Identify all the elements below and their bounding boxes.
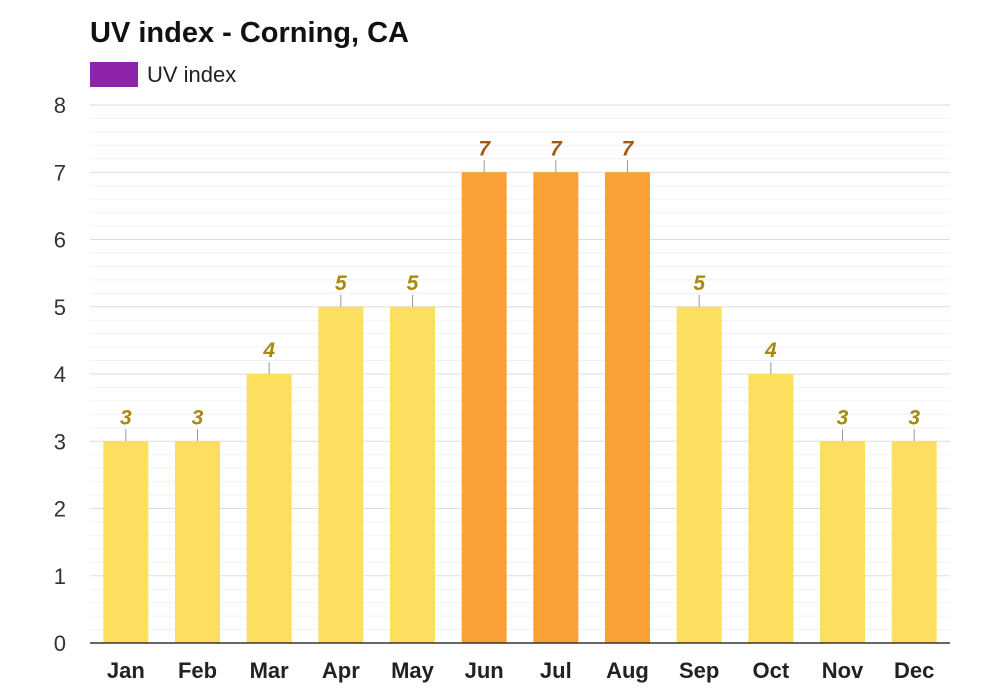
x-tick-label: Apr	[322, 658, 360, 683]
data-label-dec: 3	[908, 406, 920, 429]
x-tick-label: Feb	[178, 658, 217, 683]
y-tick-label: 7	[54, 160, 66, 185]
data-label-jan: 3	[120, 406, 132, 429]
x-tick-label: Aug	[606, 658, 649, 683]
chart-title: UV index - Corning, CA	[90, 17, 409, 49]
bar-apr	[318, 306, 364, 643]
data-labels: 3 3 4 5 5 7 7 7 5 4 3 3	[120, 137, 920, 442]
bar-oct	[748, 374, 794, 643]
bar-dec	[891, 441, 937, 643]
data-label-nov: 3	[837, 406, 849, 429]
x-axis: Jan Feb Mar Apr May Jun Jul Aug Sep Oct Nov Dec	[90, 642, 950, 683]
x-tick-label: Mar	[250, 658, 290, 683]
y-tick-label: 5	[54, 295, 66, 320]
data-label-jun: 7	[478, 137, 491, 160]
y-axis: 0 1 2 3 4 5 6 7 8	[54, 93, 66, 656]
bar-aug	[605, 172, 650, 643]
data-label-mar: 4	[262, 339, 275, 362]
data-label-oct: 4	[764, 339, 777, 362]
data-label-may: 5	[407, 272, 419, 295]
y-tick-label: 8	[54, 93, 66, 118]
legend-swatch	[90, 62, 138, 87]
bar-jun	[461, 172, 507, 643]
x-tick-label: Nov	[822, 658, 864, 683]
bar-mar	[246, 374, 292, 643]
x-tick-label: May	[391, 658, 435, 683]
bar-jul	[533, 172, 579, 643]
x-tick-label: Dec	[894, 658, 934, 683]
legend-label: UV index	[147, 62, 236, 87]
data-label-feb: 3	[192, 406, 204, 429]
y-tick-label: 2	[54, 497, 66, 522]
data-label-sep: 5	[693, 272, 705, 295]
x-tick-label: Jan	[107, 658, 145, 683]
y-tick-label: 6	[54, 228, 66, 253]
y-tick-label: 3	[54, 429, 66, 454]
bar-may	[390, 306, 435, 643]
data-label-apr: 5	[335, 272, 347, 295]
data-label-jul: 7	[550, 137, 563, 160]
x-tick-label: Jun	[465, 658, 504, 683]
bar-sep	[676, 306, 722, 643]
bar-feb	[175, 441, 220, 643]
bar-nov	[820, 441, 865, 643]
data-label-aug: 7	[622, 137, 635, 160]
x-tick-label: Oct	[752, 658, 789, 683]
x-tick-label: Sep	[679, 658, 719, 683]
gridlines	[90, 104, 950, 631]
legend: UV index	[90, 62, 236, 87]
bar-jan	[103, 441, 149, 643]
y-tick-label: 0	[54, 631, 66, 656]
y-tick-label: 1	[54, 564, 66, 589]
y-tick-label: 4	[54, 362, 66, 387]
x-tick-label: Jul	[540, 658, 572, 683]
bars	[103, 172, 937, 643]
